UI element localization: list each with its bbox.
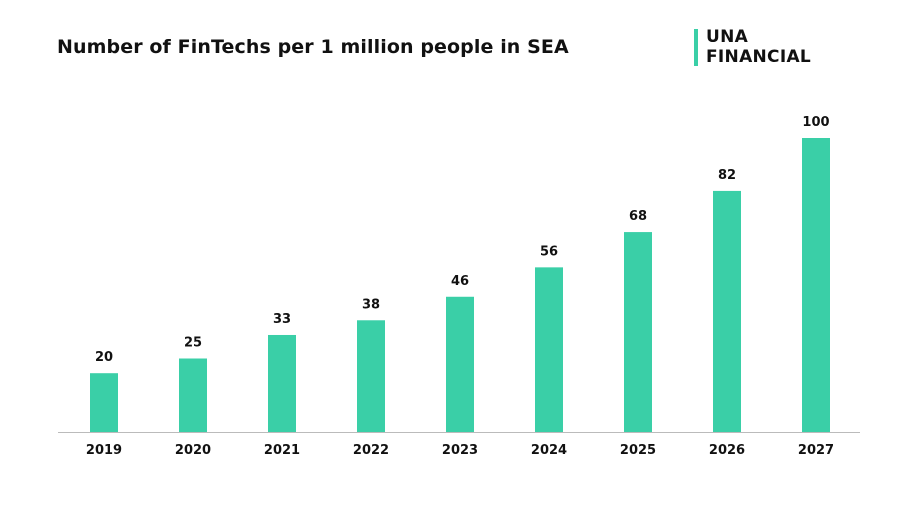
bar-2020	[179, 358, 207, 432]
bar-2023	[446, 296, 474, 432]
value-label-2027: 100	[802, 115, 829, 130]
value-label-2019: 20	[95, 350, 113, 365]
value-labels-group: 20 25 33 38 46 56 68 82 100	[95, 115, 830, 365]
bar-2022	[357, 320, 385, 432]
bar-2019	[90, 373, 118, 432]
x-tick-labels-group: 2019 2020 2021 2022 2023 2024 2025 2026 2027	[86, 443, 834, 458]
x-tick-label-2021: 2021	[264, 443, 300, 458]
value-label-2025: 68	[629, 209, 647, 224]
x-tick-label-2027: 2027	[798, 443, 834, 458]
una-financial-logo: UNA FINANCIAL	[694, 27, 844, 69]
bar-2024	[535, 267, 563, 432]
value-label-2026: 82	[718, 168, 736, 183]
chart-title: Number of FinTechs per 1 million people …	[57, 36, 569, 58]
x-tick-label-2026: 2026	[709, 443, 745, 458]
bar-2025	[624, 232, 652, 432]
value-label-2021: 33	[273, 312, 291, 327]
bar-2021	[268, 334, 296, 432]
x-tick-label-2019: 2019	[86, 443, 122, 458]
value-label-2020: 25	[184, 336, 202, 351]
x-tick-label-2024: 2024	[531, 443, 567, 458]
logo-text: UNA FINANCIAL	[706, 27, 811, 67]
logo-accent-bar	[694, 29, 698, 66]
x-tick-label-2020: 2020	[175, 443, 211, 458]
x-tick-label-2025: 2025	[620, 443, 656, 458]
x-tick-label-2022: 2022	[353, 443, 389, 458]
bar-2026	[713, 190, 741, 432]
value-label-2024: 56	[540, 244, 558, 259]
logo-line-2: FINANCIAL	[706, 47, 812, 67]
x-tick-label-2023: 2023	[442, 443, 478, 458]
bar-2027	[802, 138, 830, 432]
value-label-2023: 46	[451, 274, 469, 289]
bars-group	[90, 138, 830, 432]
logo-line-1: UNA	[706, 27, 749, 47]
value-label-2022: 38	[362, 297, 380, 312]
